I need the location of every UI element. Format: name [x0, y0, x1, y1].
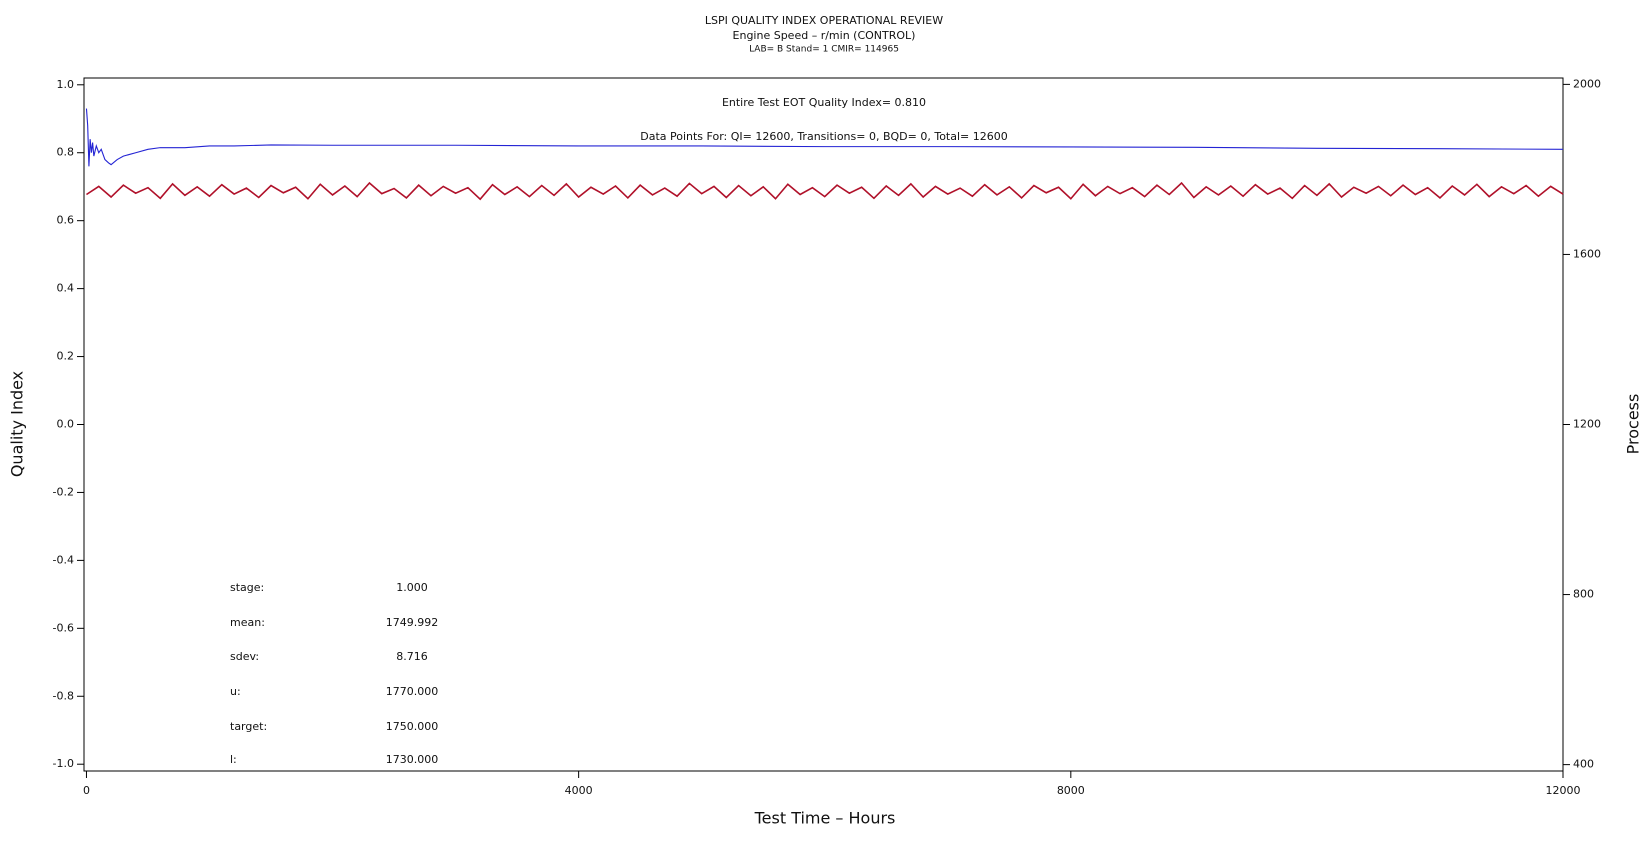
x-axis-label: Test Time – Hours — [754, 809, 896, 828]
y2-tick-label: 2000 — [1573, 77, 1601, 90]
y2-axis-label: Process — [1624, 394, 1643, 455]
y-tick-label: -0.2 — [53, 485, 74, 498]
y2-tick-label: 1200 — [1573, 418, 1601, 431]
annotation: Data Points For: QI= 12600, Transitions=… — [640, 130, 1008, 143]
x-tick-label: 8000 — [1057, 784, 1085, 797]
y2-tick-label: 800 — [1573, 588, 1594, 601]
y-tick-label: -0.8 — [53, 689, 74, 702]
stat-label: l: — [230, 753, 237, 766]
stat-value: 1730.000 — [386, 753, 439, 766]
chart-subtitle: Engine Speed – r/min (CONTROL) — [733, 29, 916, 42]
y-tick-label: -1.0 — [53, 757, 74, 770]
stat-label: stage: — [230, 581, 264, 594]
y-axis-label: Quality Index — [8, 371, 27, 477]
y-tick-label: 0.2 — [57, 350, 75, 363]
chart-subtitle: LAB= B Stand= 1 CMIR= 114965 — [749, 45, 899, 55]
y2-tick-label: 1600 — [1573, 247, 1601, 260]
y-tick-label: 0.8 — [57, 146, 75, 159]
y-tick-label: -0.6 — [53, 621, 74, 634]
y-tick-label: 0.6 — [57, 214, 75, 227]
stat-label: u: — [230, 685, 241, 698]
y-tick-label: 0.0 — [57, 418, 75, 431]
annotation: Entire Test EOT Quality Index= 0.810 — [722, 96, 926, 109]
x-tick-label: 4000 — [565, 784, 593, 797]
stat-value: 8.716 — [396, 650, 428, 663]
chart-title: LSPI QUALITY INDEX OPERATIONAL REVIEW — [705, 14, 943, 27]
y-tick-label: -0.4 — [53, 553, 74, 566]
data-line — [85, 108, 1564, 167]
stat-value: 1749.992 — [386, 616, 439, 629]
y-tick-label: 0.4 — [57, 282, 75, 295]
stat-label: target: — [230, 720, 267, 733]
data-line — [86, 181, 1564, 201]
stat-value: 1.000 — [396, 581, 428, 594]
stat-value: 1750.000 — [386, 720, 439, 733]
x-tick-label: 0 — [83, 784, 90, 797]
x-tick-label: 12000 — [1546, 784, 1581, 797]
stat-label: mean: — [230, 616, 265, 629]
y-tick-label: 1.0 — [57, 78, 75, 91]
stat-value: 1770.000 — [386, 685, 439, 698]
stat-label: sdev: — [230, 650, 259, 663]
y2-tick-label: 400 — [1573, 758, 1594, 771]
plot-frame — [83, 77, 1564, 772]
